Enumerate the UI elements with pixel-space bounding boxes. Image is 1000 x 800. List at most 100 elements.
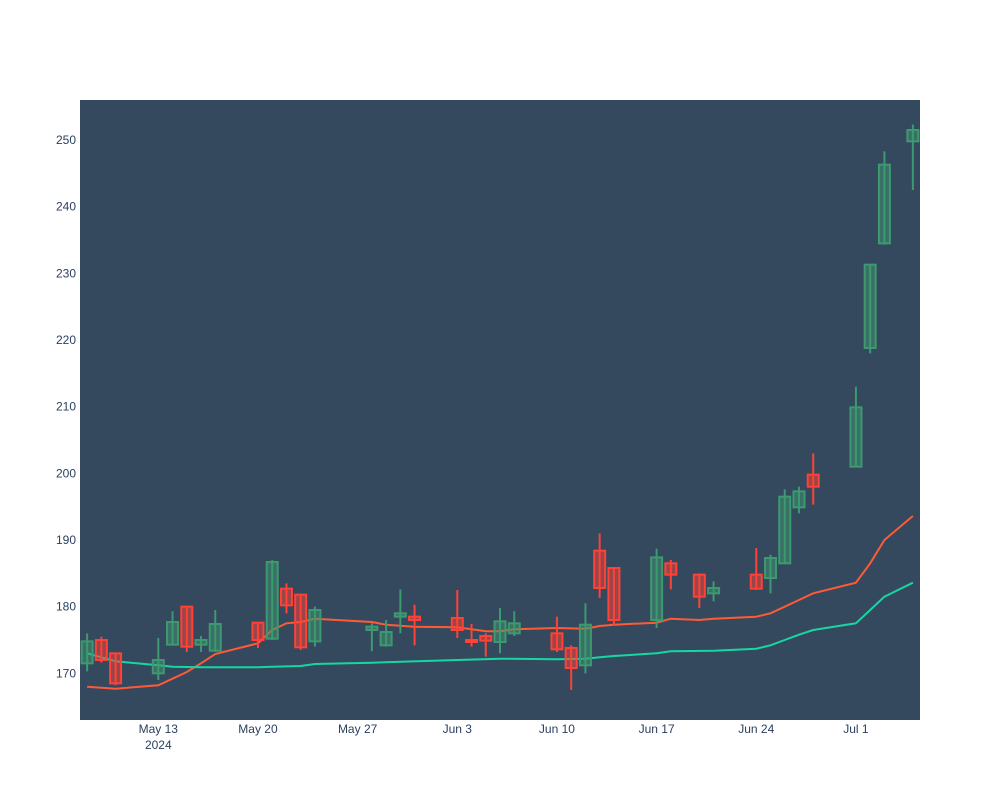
x-axis: May 13 2024 May 20 May 27 Jun 3 Jun 10 Jun 17 J… [139,722,869,752]
candle [80,633,94,672]
candle-body [593,549,607,590]
candle-body [94,639,108,661]
candle-body [749,573,763,590]
y-tick-label: 240 [56,200,76,214]
y-tick-label: 180 [56,600,76,614]
candle-body [664,562,678,576]
y-tick-label: 200 [56,466,76,480]
candle [308,606,322,647]
y-tick-label: 210 [56,400,76,414]
candle [764,554,778,594]
candle [465,624,479,647]
candle [692,573,706,608]
candle [166,611,180,646]
candle-body [109,652,123,685]
candle-body [863,263,877,349]
candle [564,645,578,690]
candle [493,608,507,654]
candle-body [450,617,464,631]
candle-body [507,622,521,635]
candle [664,560,678,590]
candle-body [365,625,379,632]
candle [550,616,564,652]
candle [180,605,194,652]
candle [593,533,607,598]
candle [265,560,279,640]
candle-body [564,647,578,669]
candle [906,124,920,190]
candle-body [265,561,279,640]
candle [294,593,308,650]
candle-body [578,623,592,667]
candle-body [393,612,407,618]
candle-body [194,639,208,646]
candle [94,636,108,663]
candle-body [251,621,265,642]
candle-body [692,573,706,598]
candle [151,638,165,680]
candle-body [465,639,479,643]
candle-body [877,163,891,245]
candle [650,548,664,628]
candle [251,621,265,648]
candle [194,636,208,652]
candle [778,489,792,565]
candle-body [308,609,322,643]
candle-layer [80,124,920,690]
x-tick-label: Jul 1 [843,722,869,736]
candle [749,548,763,590]
candle-body [408,615,422,622]
x-tick-label: May 27 [338,722,378,736]
x-tick-label: Jun 10 [539,722,575,736]
candle [877,151,891,245]
candle-body [208,623,222,652]
x-tick-sublabel: 2024 [145,738,172,752]
candle [450,590,464,638]
candle [279,583,293,614]
candle-body [180,605,194,648]
candle [849,386,863,468]
candle-body [294,593,308,649]
candle-body [806,473,820,488]
candle-body [80,640,94,665]
x-tick-label: Jun 24 [738,722,774,736]
candle [792,486,806,514]
candle [365,623,379,652]
candle [607,567,621,626]
candle-body [906,129,920,143]
x-tick-label: Jun 3 [443,722,473,736]
candle [578,603,592,674]
candle [707,581,721,602]
candle-body [849,406,863,468]
candle [408,604,422,646]
candle-body [379,631,393,647]
candle-body [151,659,165,675]
candle [507,611,521,636]
candle [479,633,493,657]
candle-body [764,557,778,579]
candle [379,620,393,647]
candle-body [607,567,621,621]
y-tick-label: 250 [56,133,76,147]
candle-body [279,587,293,607]
y-tick-label: 170 [56,666,76,680]
candle [806,453,820,505]
candle-body [707,587,721,595]
candle-body [166,621,180,646]
candle [393,589,407,634]
y-tick-label: 190 [56,533,76,547]
y-tick-label: 220 [56,333,76,347]
candle-body [479,635,493,642]
candle-body [792,490,806,509]
candle-body [650,556,664,621]
candle-body [778,495,792,565]
x-tick-label: May 13 [139,722,179,736]
candle-body [493,620,507,643]
x-tick-label: Jun 17 [639,722,675,736]
candle [208,610,222,652]
candle [109,652,123,686]
y-axis: 170 180 190 200 210 220 230 240 250 [56,133,76,680]
y-tick-label: 230 [56,266,76,280]
x-tick-label: May 20 [238,722,278,736]
